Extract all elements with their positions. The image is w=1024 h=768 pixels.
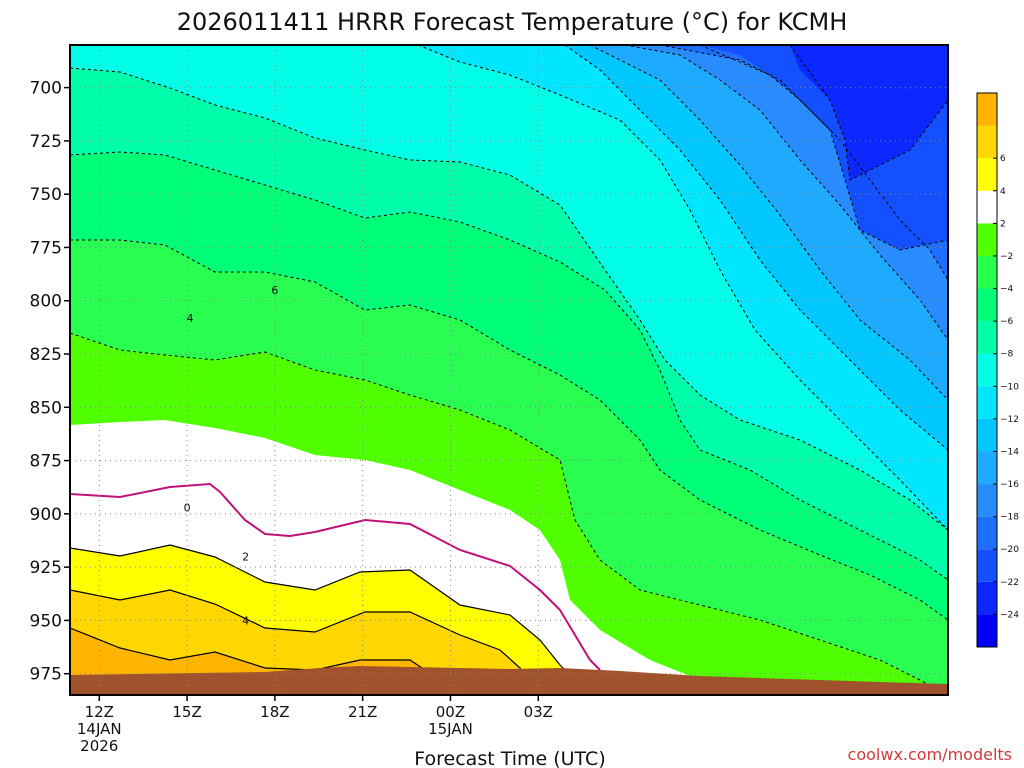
colorbar-swatch [977,451,997,485]
colorbar-swatch [977,581,997,615]
contour-label: 4 [186,312,193,325]
x-tick-label: 12Z [85,703,114,721]
colorbar-swatch [977,223,997,256]
colorbar-tick-label: −22 [1000,578,1019,588]
colorbar-swatch [977,190,997,224]
ground-fill [70,666,948,695]
colorbar-swatch [977,614,997,647]
colorbar-swatch [977,549,997,582]
x-tick-label: 14JAN [77,720,122,738]
y-tick-label: 750 [30,185,62,205]
colorbar-swatch [977,158,997,191]
chart-title: 2026011411 HRRR Forecast Temperature (°C… [177,8,848,36]
colorbar-swatch [977,516,997,550]
y-tick-label: 850 [30,398,62,418]
colorbar-swatch [977,386,997,419]
contour-label: 6 [271,284,278,297]
y-axis: 700 725 750 775 800 825 850 875 900 925 950 975 [30,79,70,685]
colorbar-tick-label: −8 [1000,350,1014,360]
contour-label: 0 [184,501,191,514]
colorbar-swatch [977,255,997,289]
colorbar-swatch [977,321,997,354]
plot-area [70,45,948,695]
colorbar-tick-label: −18 [1000,513,1019,523]
colorbar-tick-label: 6 [1000,154,1006,164]
contour-labels: 6 4 0 2 4 [184,284,279,627]
x-axis-label: Forecast Time (UTC) [414,748,605,768]
x-tick-label: 15Z [172,703,201,721]
colorbar-tick-label: 2 [1000,219,1006,229]
colorbar-tick-label: −6 [1000,317,1014,327]
solid-contours [70,544,576,681]
colorbar-swatch [977,288,997,322]
colorbar-swatch [977,418,997,452]
y-tick-label: 975 [30,665,62,685]
x-tick-label: 18Z [260,703,289,721]
x-tick-label: 15JAN [428,720,473,738]
y-tick-label: 775 [30,238,62,258]
colorbar-swatch [977,353,997,387]
grid-lines [70,45,948,695]
y-tick-label: 950 [30,611,62,631]
colorbar-swatch [977,93,997,126]
contour-label: 2 [242,550,249,563]
y-tick-label: 725 [30,132,62,152]
colorbar-tick-label: −10 [1000,382,1019,392]
dashed-contours [70,45,948,695]
colorbar-tick-label: −20 [1000,545,1019,555]
colorbar-tick-label: −16 [1000,480,1019,490]
colorbar-swatch [977,484,997,517]
y-tick-label: 800 [30,292,62,312]
y-tick-label: 825 [30,345,62,365]
colorbar-tick-label: −2 [1000,252,1013,262]
colorbar-tick-label: −4 [1000,285,1014,295]
y-tick-label: 700 [30,79,62,99]
credit-text: coolwx.com/modelts [848,745,1012,764]
x-tick-label: 21Z [348,703,377,721]
colorbar-tick-label: −24 [1000,610,1019,620]
x-tick-label: 00Z [436,703,465,721]
x-tick-label: 2026 [80,737,118,755]
colorbar-tick-label: 4 [1000,187,1006,197]
y-tick-label: 900 [30,505,62,525]
colorbar-swatch [977,125,997,159]
y-tick-label: 875 [30,452,62,472]
zero-isotherm-line [70,482,601,671]
contour-label: 4 [242,614,249,627]
fill-minus-24 [790,45,948,180]
colorbar-tick-label: −14 [1000,447,1019,457]
plot-frame [69,44,949,696]
colorbar-tick-label: −12 [1000,415,1019,425]
colorbar-frame [976,92,998,648]
y-tick-label: 925 [30,558,62,578]
x-tick-label: 03Z [524,703,553,721]
